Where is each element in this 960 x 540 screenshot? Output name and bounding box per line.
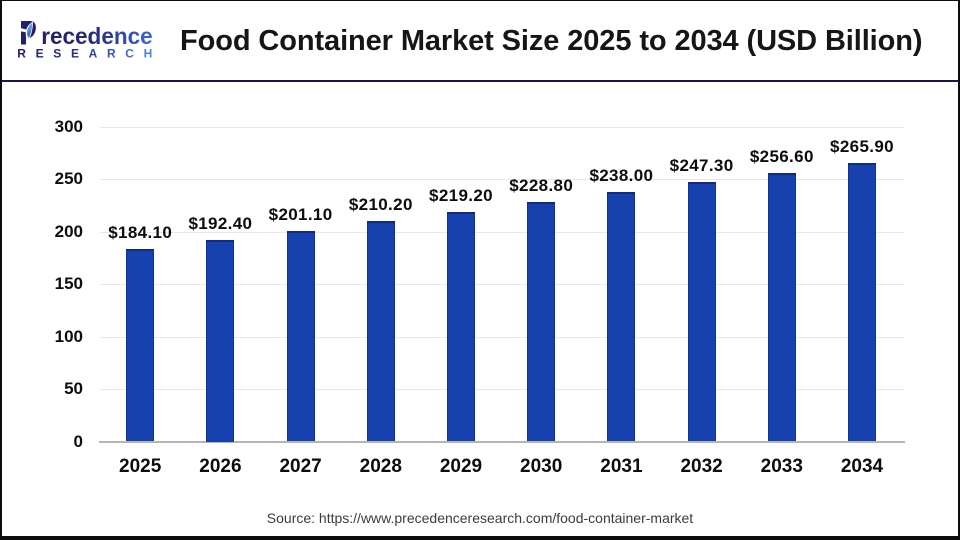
svg-text:recedence: recedence — [41, 23, 153, 49]
